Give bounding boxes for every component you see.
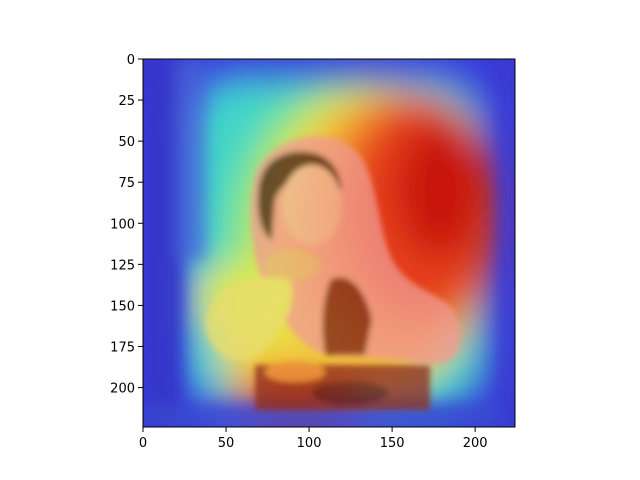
- x-tick-label: 150: [380, 436, 405, 451]
- y-axis: 0 25 50 75 100 125 150 175 200: [110, 53, 143, 397]
- heatmap-image: [143, 59, 515, 427]
- y-tick-label: 150: [110, 299, 135, 314]
- x-axis: 0 50 100 150 200: [139, 427, 488, 451]
- y-tick-label: 200: [110, 382, 135, 397]
- plot-frame: [142, 58, 516, 428]
- y-tick-label: 175: [110, 341, 135, 356]
- x-tick-label: 100: [297, 436, 322, 451]
- y-tick-label: 50: [118, 135, 135, 150]
- x-tick-label: 50: [218, 436, 235, 451]
- y-tick-label: 25: [118, 94, 135, 109]
- y-tick-label: 125: [110, 258, 135, 273]
- y-tick-label: 100: [110, 217, 135, 232]
- x-tick-label: 0: [139, 436, 147, 451]
- y-tick-label: 75: [118, 176, 135, 191]
- x-tick-label: 200: [463, 436, 488, 451]
- y-tick-label: 0: [127, 53, 135, 68]
